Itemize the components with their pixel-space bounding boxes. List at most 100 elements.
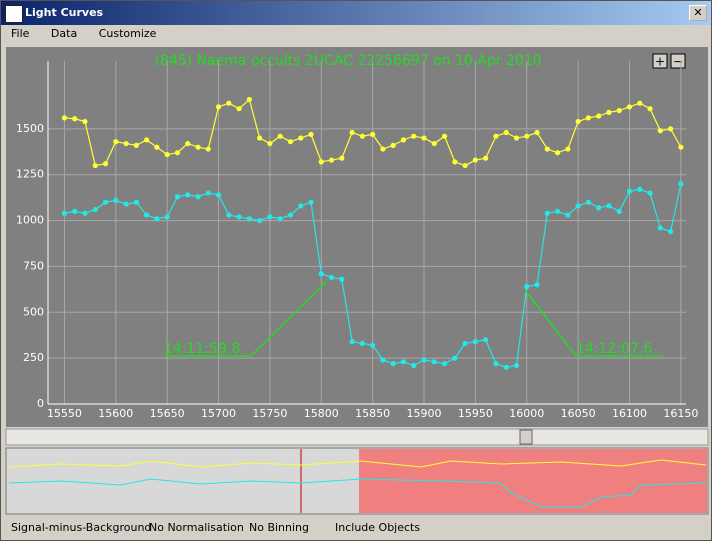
data-point	[370, 342, 376, 348]
data-point	[390, 361, 396, 367]
data-point	[667, 126, 674, 132]
data-point	[565, 146, 571, 152]
y-tick-label: 750	[23, 259, 44, 272]
data-point	[534, 129, 540, 136]
data-point	[400, 137, 407, 143]
y-tick-label: 0	[37, 397, 44, 410]
title-bar: Light Curves ✕	[1, 1, 711, 25]
data-point	[421, 135, 427, 141]
data-point	[544, 210, 550, 216]
data-point	[277, 133, 283, 139]
status-item[interactable]: Include Objects	[335, 521, 421, 534]
annotation: 14:11:59.8	[164, 341, 240, 357]
data-point	[92, 162, 98, 169]
data-point	[626, 188, 633, 194]
x-tick-label: 15700	[201, 407, 236, 420]
data-point	[144, 212, 150, 218]
status-item[interactable]: Signal-minus-Background	[11, 521, 152, 534]
data-point	[226, 100, 232, 106]
data-point	[257, 135, 263, 141]
data-point	[205, 190, 211, 196]
data-point	[133, 199, 139, 205]
x-tick-label: 15800	[304, 407, 339, 420]
scroll-thumb[interactable]	[519, 429, 533, 445]
data-point	[195, 144, 201, 150]
status-item[interactable]: No Normalisation	[149, 521, 244, 534]
data-point	[606, 109, 612, 115]
overview-curve	[8, 459, 707, 468]
menu-item[interactable]: Data	[50, 27, 78, 40]
data-point	[524, 284, 530, 290]
data-point	[298, 203, 304, 209]
zoom-out-label: −	[673, 55, 683, 69]
data-point	[647, 190, 653, 196]
data-point	[246, 216, 252, 222]
data-point	[657, 128, 663, 134]
x-tick-label: 15850	[355, 407, 390, 420]
overview-curve	[8, 478, 707, 508]
data-point	[277, 216, 283, 222]
data-point	[61, 115, 68, 121]
data-point	[678, 144, 684, 150]
data-point	[246, 96, 252, 103]
data-point	[205, 146, 211, 152]
data-point	[339, 276, 345, 282]
data-point	[72, 116, 78, 122]
data-point	[123, 140, 129, 147]
data-point	[462, 162, 468, 169]
menu-item[interactable]: Customize	[98, 27, 157, 40]
data-point	[452, 159, 458, 165]
data-point	[534, 282, 540, 288]
data-point	[585, 199, 591, 205]
data-point	[667, 228, 674, 235]
data-point	[483, 337, 489, 343]
zoom-in[interactable]	[652, 53, 668, 69]
data-point	[441, 361, 448, 367]
data-point	[144, 137, 150, 143]
data-point	[575, 118, 581, 125]
data-point	[637, 100, 643, 106]
data-point	[431, 359, 437, 365]
zoom-in-label: +	[655, 55, 665, 69]
menu-item[interactable]: File	[11, 27, 30, 40]
close-button[interactable]: ✕	[689, 5, 707, 21]
data-point	[195, 194, 201, 200]
data-point	[421, 357, 427, 363]
data-point	[236, 106, 242, 112]
data-point	[544, 146, 550, 152]
x-tick-label: 16100	[612, 407, 647, 420]
x-tick-label: 15550	[47, 407, 82, 420]
data-point	[606, 203, 612, 209]
data-point	[616, 208, 622, 215]
app-icon	[5, 5, 23, 23]
status-item[interactable]: No Binning	[249, 521, 310, 534]
data-point	[493, 361, 499, 367]
data-point	[267, 214, 273, 220]
data-point	[236, 214, 242, 220]
data-point	[328, 274, 335, 281]
data-point	[472, 339, 478, 345]
x-tick-label: 15650	[150, 407, 185, 420]
data-point	[647, 106, 653, 112]
data-point	[616, 107, 622, 114]
data-point	[596, 205, 602, 211]
data-point	[257, 217, 263, 224]
data-point	[82, 210, 88, 216]
data-point	[503, 129, 509, 136]
data-point	[390, 142, 396, 148]
chart-title: (845) Naema occults 2UCAC 22256697 on 10…	[154, 53, 541, 69]
data-point	[349, 339, 355, 345]
data-point	[174, 150, 181, 156]
data-point	[513, 362, 520, 369]
scrollbar[interactable]	[5, 428, 709, 446]
y-tick-label: 1500	[16, 122, 44, 135]
data-point	[215, 192, 222, 198]
data-point	[318, 159, 324, 165]
data-point	[483, 155, 489, 161]
zoom-out[interactable]	[670, 53, 686, 69]
data-point	[154, 144, 160, 150]
data-point	[380, 146, 386, 152]
data-point	[349, 129, 355, 136]
data-point	[554, 208, 561, 215]
